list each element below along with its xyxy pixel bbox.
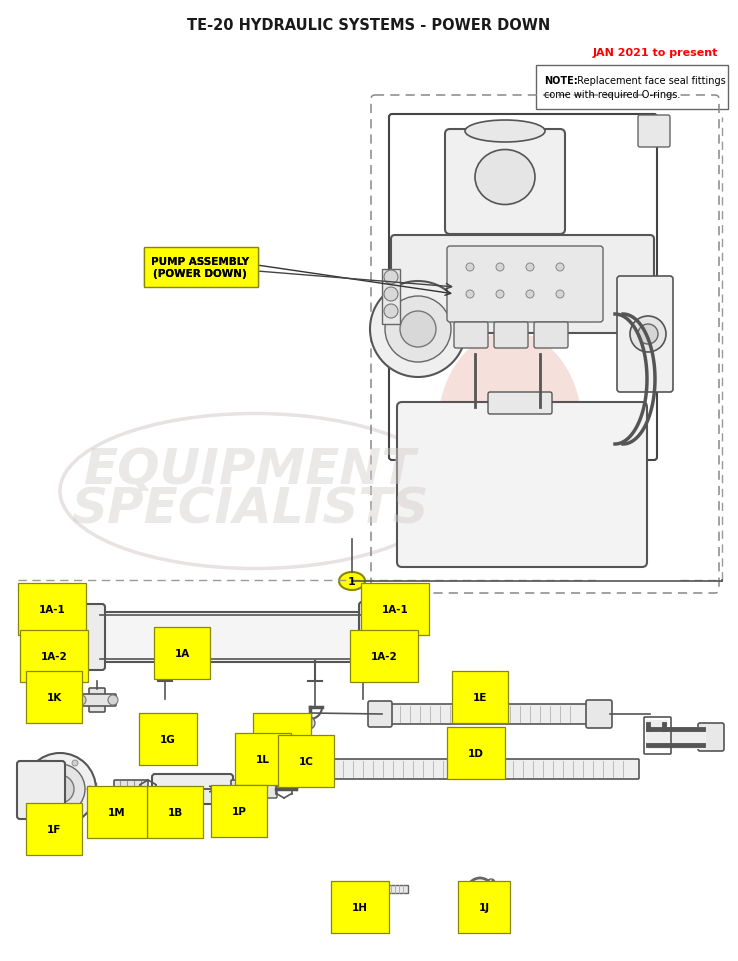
Circle shape: [67, 632, 77, 642]
Circle shape: [556, 290, 564, 299]
Text: 1K: 1K: [46, 692, 62, 702]
FancyBboxPatch shape: [698, 724, 724, 752]
Circle shape: [380, 623, 390, 632]
Text: 1A: 1A: [174, 649, 190, 658]
Text: SPECIALISTS: SPECIALISTS: [72, 485, 429, 533]
Text: come with required O-rings.: come with required O-rings.: [544, 90, 680, 100]
Circle shape: [496, 290, 504, 299]
Circle shape: [35, 764, 85, 814]
Circle shape: [46, 776, 74, 803]
FancyBboxPatch shape: [391, 235, 654, 333]
FancyBboxPatch shape: [445, 130, 565, 234]
FancyBboxPatch shape: [368, 702, 392, 727]
Text: TE-20 HYDRAULIC SYSTEMS - POWER DOWN: TE-20 HYDRAULIC SYSTEMS - POWER DOWN: [187, 18, 551, 33]
Text: 1G: 1G: [274, 734, 290, 744]
Ellipse shape: [438, 333, 582, 527]
Circle shape: [384, 287, 398, 302]
Circle shape: [72, 812, 78, 818]
FancyBboxPatch shape: [259, 780, 277, 799]
FancyBboxPatch shape: [63, 604, 105, 671]
Text: 1L: 1L: [256, 754, 270, 764]
Text: 1: 1: [348, 577, 356, 586]
Circle shape: [385, 297, 451, 362]
Text: EQUIPMENT: EQUIPMENT: [84, 446, 416, 494]
Circle shape: [466, 263, 474, 272]
Circle shape: [630, 317, 666, 353]
Circle shape: [72, 760, 78, 766]
Circle shape: [496, 263, 504, 272]
Text: Replacement face seal fittings: Replacement face seal fittings: [574, 76, 725, 86]
FancyBboxPatch shape: [638, 116, 670, 148]
Circle shape: [466, 290, 474, 299]
FancyBboxPatch shape: [648, 727, 706, 750]
Ellipse shape: [465, 121, 545, 143]
Text: 1H: 1H: [352, 902, 368, 912]
Text: PUMP ASSEMBLY
(POWER DOWN): PUMP ASSEMBLY (POWER DOWN): [151, 257, 249, 279]
FancyBboxPatch shape: [387, 704, 591, 725]
FancyBboxPatch shape: [586, 701, 612, 728]
FancyBboxPatch shape: [454, 323, 488, 349]
Circle shape: [638, 325, 658, 345]
FancyBboxPatch shape: [341, 882, 361, 896]
FancyBboxPatch shape: [646, 720, 668, 745]
FancyBboxPatch shape: [99, 612, 366, 662]
Text: 1D: 1D: [468, 749, 484, 758]
Circle shape: [526, 263, 534, 272]
Text: 1P: 1P: [232, 806, 246, 816]
FancyBboxPatch shape: [231, 780, 257, 799]
FancyBboxPatch shape: [382, 270, 400, 325]
FancyBboxPatch shape: [617, 277, 673, 393]
FancyBboxPatch shape: [536, 66, 728, 110]
Text: 1F: 1F: [46, 825, 61, 834]
Circle shape: [42, 760, 48, 766]
Circle shape: [370, 282, 466, 378]
FancyBboxPatch shape: [360, 885, 408, 893]
FancyBboxPatch shape: [152, 775, 233, 804]
FancyBboxPatch shape: [27, 813, 55, 827]
FancyBboxPatch shape: [144, 248, 258, 287]
Text: 1B: 1B: [168, 807, 182, 817]
Circle shape: [556, 263, 564, 272]
FancyBboxPatch shape: [447, 247, 603, 323]
Text: 1J: 1J: [478, 902, 489, 912]
Circle shape: [384, 305, 398, 319]
FancyBboxPatch shape: [534, 323, 568, 349]
Circle shape: [526, 290, 534, 299]
FancyBboxPatch shape: [89, 688, 105, 712]
Text: 1A-2: 1A-2: [41, 652, 67, 661]
Circle shape: [24, 753, 96, 825]
FancyBboxPatch shape: [397, 403, 647, 567]
FancyBboxPatch shape: [144, 249, 258, 286]
Circle shape: [76, 695, 86, 705]
Circle shape: [27, 786, 33, 792]
FancyBboxPatch shape: [359, 603, 403, 673]
Ellipse shape: [475, 150, 535, 206]
FancyBboxPatch shape: [17, 761, 65, 819]
FancyBboxPatch shape: [488, 393, 552, 414]
Text: PUMP ASSEMBLY
(POWER DOWN): PUMP ASSEMBLY (POWER DOWN): [151, 257, 249, 279]
FancyBboxPatch shape: [78, 694, 116, 706]
Circle shape: [303, 717, 315, 729]
Text: JAN 2021 to present: JAN 2021 to present: [593, 48, 718, 58]
Text: 1G: 1G: [160, 734, 176, 744]
Text: 1C: 1C: [299, 756, 314, 766]
Text: 1A-2: 1A-2: [370, 652, 397, 661]
Text: 1M: 1M: [108, 807, 125, 817]
Circle shape: [42, 812, 48, 818]
FancyBboxPatch shape: [494, 323, 528, 349]
Text: NOTE:: NOTE:: [544, 76, 578, 86]
Circle shape: [108, 695, 118, 705]
Circle shape: [87, 786, 93, 792]
Text: 1A-1: 1A-1: [382, 604, 408, 614]
Circle shape: [384, 271, 398, 284]
FancyBboxPatch shape: [114, 780, 148, 799]
Text: 1E: 1E: [473, 692, 487, 702]
Text: 1A-1: 1A-1: [38, 604, 66, 614]
Circle shape: [400, 311, 436, 348]
Circle shape: [382, 625, 387, 629]
FancyBboxPatch shape: [257, 759, 639, 779]
Ellipse shape: [339, 573, 365, 590]
